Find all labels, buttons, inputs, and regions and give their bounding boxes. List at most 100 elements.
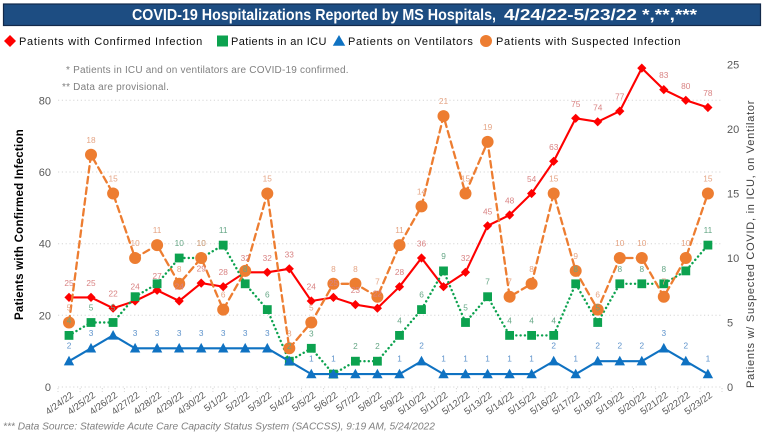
- svg-text:5: 5: [727, 318, 733, 330]
- svg-text:74: 74: [593, 102, 603, 112]
- svg-text:10: 10: [681, 238, 691, 248]
- svg-text:Patients on Ventilators: Patients on Ventilators: [348, 36, 474, 48]
- svg-text:8: 8: [243, 264, 248, 274]
- svg-text:15: 15: [727, 189, 739, 201]
- svg-text:15: 15: [108, 174, 118, 184]
- svg-text:63: 63: [549, 142, 559, 152]
- svg-text:0: 0: [727, 382, 733, 394]
- svg-text:78: 78: [703, 88, 713, 98]
- svg-text:1: 1: [706, 354, 711, 364]
- svg-text:11: 11: [704, 225, 713, 235]
- svg-text:24: 24: [307, 282, 317, 292]
- svg-text:48: 48: [505, 196, 515, 206]
- svg-text:5: 5: [309, 303, 314, 313]
- svg-text:5: 5: [463, 303, 468, 313]
- svg-text:2: 2: [353, 341, 358, 351]
- svg-text:22: 22: [108, 289, 118, 299]
- svg-text:4: 4: [529, 315, 534, 325]
- svg-text:5: 5: [111, 303, 116, 313]
- svg-text:7: 7: [375, 277, 380, 287]
- svg-text:25: 25: [64, 278, 74, 288]
- svg-text:*** Data Source: Statewide Acu: *** Data Source: Statewide Acute Care Ca…: [3, 422, 435, 433]
- svg-text:9: 9: [573, 251, 578, 261]
- svg-text:3: 3: [177, 328, 182, 338]
- svg-text:1: 1: [463, 354, 468, 364]
- svg-text:21: 21: [439, 96, 449, 106]
- svg-text:2: 2: [639, 341, 644, 351]
- svg-text:3: 3: [309, 328, 314, 338]
- svg-text:28: 28: [219, 267, 229, 277]
- svg-text:10: 10: [615, 238, 625, 248]
- svg-text:3: 3: [199, 328, 204, 338]
- svg-text:23: 23: [351, 285, 361, 295]
- svg-text:3: 3: [89, 328, 94, 338]
- svg-text:8: 8: [177, 264, 182, 274]
- svg-text:5: 5: [67, 303, 72, 313]
- svg-text:22: 22: [373, 289, 383, 299]
- svg-text:3: 3: [661, 328, 666, 338]
- svg-text:3: 3: [133, 328, 138, 338]
- svg-text:7: 7: [485, 277, 490, 287]
- svg-text:Patients with Confirmed Infect: Patients with Confirmed Infection: [19, 36, 203, 48]
- svg-text:1: 1: [573, 354, 578, 364]
- svg-text:32: 32: [263, 253, 273, 263]
- svg-text:24: 24: [175, 282, 185, 292]
- svg-text:33: 33: [285, 249, 295, 259]
- svg-text:8: 8: [639, 264, 644, 274]
- svg-text:Patients in an ICU: Patients in an ICU: [231, 36, 327, 48]
- svg-text:80: 80: [39, 95, 51, 107]
- svg-text:7: 7: [507, 277, 512, 287]
- svg-text:2: 2: [287, 341, 292, 351]
- svg-text:2: 2: [375, 341, 380, 351]
- svg-text:19: 19: [483, 122, 493, 132]
- svg-text:8: 8: [573, 264, 578, 274]
- svg-text:15: 15: [549, 174, 559, 184]
- svg-text:25: 25: [329, 278, 339, 288]
- svg-text:14: 14: [417, 186, 427, 196]
- svg-text:3: 3: [265, 328, 270, 338]
- svg-text:8: 8: [617, 264, 622, 274]
- svg-text:10: 10: [130, 238, 140, 248]
- svg-text:1: 1: [507, 354, 512, 364]
- svg-text:11: 11: [395, 225, 404, 235]
- svg-text:COVID-19 Hospitalizations Repo: COVID-19 Hospitalizations Reported by MS…: [132, 7, 496, 24]
- svg-text:10: 10: [727, 253, 739, 265]
- svg-text:3: 3: [287, 328, 292, 338]
- svg-text:1: 1: [485, 354, 490, 364]
- svg-text:2: 2: [683, 341, 688, 351]
- svg-text:6: 6: [265, 290, 270, 300]
- svg-text:11: 11: [153, 225, 162, 235]
- svg-text:24: 24: [130, 282, 140, 292]
- svg-text:2: 2: [551, 341, 556, 351]
- svg-text:0: 0: [45, 382, 51, 394]
- svg-text:45: 45: [483, 206, 493, 216]
- svg-text:4: 4: [551, 315, 556, 325]
- svg-text:15: 15: [461, 174, 471, 184]
- svg-text:15: 15: [263, 174, 273, 184]
- svg-text:4/24/22-5/23/22 *,**,***: 4/24/22-5/23/22 *,**,***: [504, 7, 698, 24]
- svg-text:8: 8: [529, 264, 534, 274]
- svg-text:36: 36: [417, 239, 427, 249]
- svg-text:10: 10: [197, 238, 207, 248]
- svg-text:Patients with Confirmed Infect: Patients with Confirmed Infection: [14, 129, 26, 320]
- svg-text:8: 8: [331, 264, 336, 274]
- svg-text:54: 54: [527, 174, 537, 184]
- svg-text:75: 75: [571, 99, 581, 109]
- svg-text:28: 28: [395, 267, 405, 277]
- svg-text:32: 32: [461, 253, 471, 263]
- svg-text:8: 8: [353, 264, 358, 274]
- svg-text:4: 4: [397, 315, 402, 325]
- svg-text:1: 1: [309, 354, 314, 364]
- svg-text:20: 20: [727, 124, 739, 136]
- svg-text:10: 10: [637, 238, 647, 248]
- svg-text:2: 2: [617, 341, 622, 351]
- svg-text:77: 77: [615, 92, 625, 102]
- svg-text:1: 1: [529, 354, 534, 364]
- svg-text:29: 29: [197, 264, 207, 274]
- svg-text:1: 1: [331, 354, 336, 364]
- svg-text:10: 10: [197, 238, 207, 248]
- svg-text:25: 25: [727, 60, 739, 72]
- svg-text:15: 15: [703, 174, 713, 184]
- svg-text:40: 40: [39, 239, 51, 251]
- svg-text:20: 20: [39, 310, 51, 322]
